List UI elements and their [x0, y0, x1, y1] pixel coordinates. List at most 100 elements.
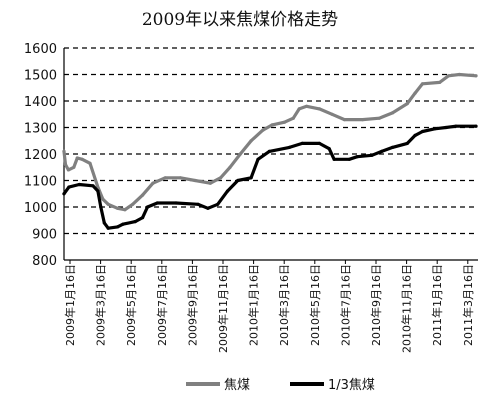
series-point-0: [420, 82, 425, 86]
series-point-0: [219, 176, 223, 180]
series-point-1: [327, 147, 331, 151]
y-tick-label: 1600: [24, 42, 57, 57]
series-point-1: [225, 189, 230, 193]
y-tick-label: 1200: [24, 148, 57, 163]
series-point-1: [287, 145, 291, 149]
x-tick-label: 2010年11月16日: [400, 264, 414, 353]
x-tick-label: 2010年3月16日: [277, 264, 291, 346]
series-point-1: [444, 125, 448, 130]
series-point-1: [380, 149, 384, 153]
x-tick-label: 2010年9月16日: [369, 264, 383, 346]
series-point-0: [474, 74, 478, 78]
series-point-1: [332, 157, 336, 161]
series-point-0: [377, 116, 381, 120]
series-point-1: [355, 155, 359, 159]
series-point-1: [102, 221, 106, 225]
series-point-1: [67, 185, 71, 189]
series-point-0: [131, 202, 135, 206]
x-tick-label: 2010年7月16日: [338, 264, 352, 346]
legend-label-1: 1/3焦煤: [328, 378, 375, 393]
y-tick-label: 1500: [24, 69, 57, 84]
series-point-0: [63, 163, 68, 167]
series-point-0: [208, 181, 212, 185]
series-point-0: [390, 111, 395, 115]
series-point-0: [72, 165, 76, 169]
y-tick-label: 800: [32, 254, 57, 269]
x-tick-label: 2010年5月16日: [308, 264, 322, 346]
series-point-0: [361, 118, 365, 122]
y-tick-label: 1000: [24, 201, 57, 216]
series-point-1: [196, 202, 200, 206]
x-tick-label: 2009年1月16日: [63, 264, 77, 346]
series-point-0: [106, 202, 110, 206]
series-point-0: [261, 128, 265, 132]
series-point-1: [267, 149, 271, 153]
x-tick-label: 2010年1月16日: [247, 264, 261, 346]
series-point-1: [300, 141, 304, 145]
series-point-0: [75, 156, 79, 160]
series-point-0: [297, 107, 301, 111]
series-point-1: [317, 141, 321, 145]
series-point-0: [62, 149, 66, 153]
x-tick-label: 2009年9月16日: [185, 264, 199, 346]
series-point-1: [433, 127, 437, 131]
series-line-0: [62, 72, 478, 212]
series-point-1: [106, 226, 110, 230]
series-point-0: [178, 176, 182, 180]
legend-label-0: 焦煤: [224, 378, 250, 393]
series-point-1: [249, 176, 253, 180]
x-tick-label: 2009年3月16日: [94, 264, 108, 346]
series-point-1: [454, 124, 458, 128]
x-tick-label: 2009年7月16日: [155, 264, 169, 346]
series-point-0: [123, 208, 127, 212]
series-point-1: [96, 189, 100, 193]
series-point-1: [390, 145, 395, 149]
y-tick-label: 1300: [24, 122, 57, 137]
series-point-1: [216, 202, 220, 206]
series-point-0: [270, 123, 274, 127]
series-point-1: [347, 157, 351, 161]
series-point-1: [77, 182, 81, 187]
series-point-1: [99, 205, 103, 209]
y-tick-label: 1100: [24, 175, 57, 190]
series-point-0: [238, 152, 242, 156]
series-point-1: [420, 129, 425, 134]
series-point-0: [413, 91, 417, 95]
series-point-0: [115, 206, 120, 210]
series-point-0: [80, 157, 84, 161]
series-point-0: [282, 120, 287, 124]
series-point-0: [228, 165, 232, 169]
series-point-1: [62, 192, 66, 196]
series-point-1: [155, 201, 159, 205]
series-point-1: [141, 216, 145, 220]
series-point-1: [133, 220, 137, 224]
series-point-0: [141, 193, 145, 197]
series-point-1: [145, 205, 150, 209]
series-point-0: [305, 104, 309, 108]
series-point-1: [256, 157, 260, 161]
series-point-1: [370, 153, 374, 157]
series-point-0: [249, 139, 253, 143]
series-point-1: [236, 178, 240, 183]
series-point-1: [121, 222, 125, 226]
series-point-0: [66, 168, 70, 172]
series-point-1: [91, 184, 95, 188]
x-tick-label: 2011年1月16日: [430, 264, 444, 346]
series-point-1: [474, 124, 478, 128]
series-point-0: [291, 116, 295, 120]
series-point-0: [163, 176, 167, 180]
chart-title: 2009年以来焦煤价格走势: [141, 10, 339, 30]
y-tick-label: 900: [32, 228, 57, 243]
x-tick-label: 2011年3月16日: [461, 264, 475, 346]
series-point-0: [405, 102, 409, 106]
series-point-0: [317, 107, 321, 111]
series-point-1: [115, 225, 120, 229]
series-point-1: [174, 201, 178, 205]
series-point-0: [88, 161, 92, 165]
series-point-0: [342, 118, 346, 122]
series-point-0: [151, 181, 155, 185]
y-tick-label: 1400: [24, 95, 57, 110]
x-tick-label: 2009年5月16日: [124, 264, 138, 346]
series-point-0: [438, 80, 442, 84]
